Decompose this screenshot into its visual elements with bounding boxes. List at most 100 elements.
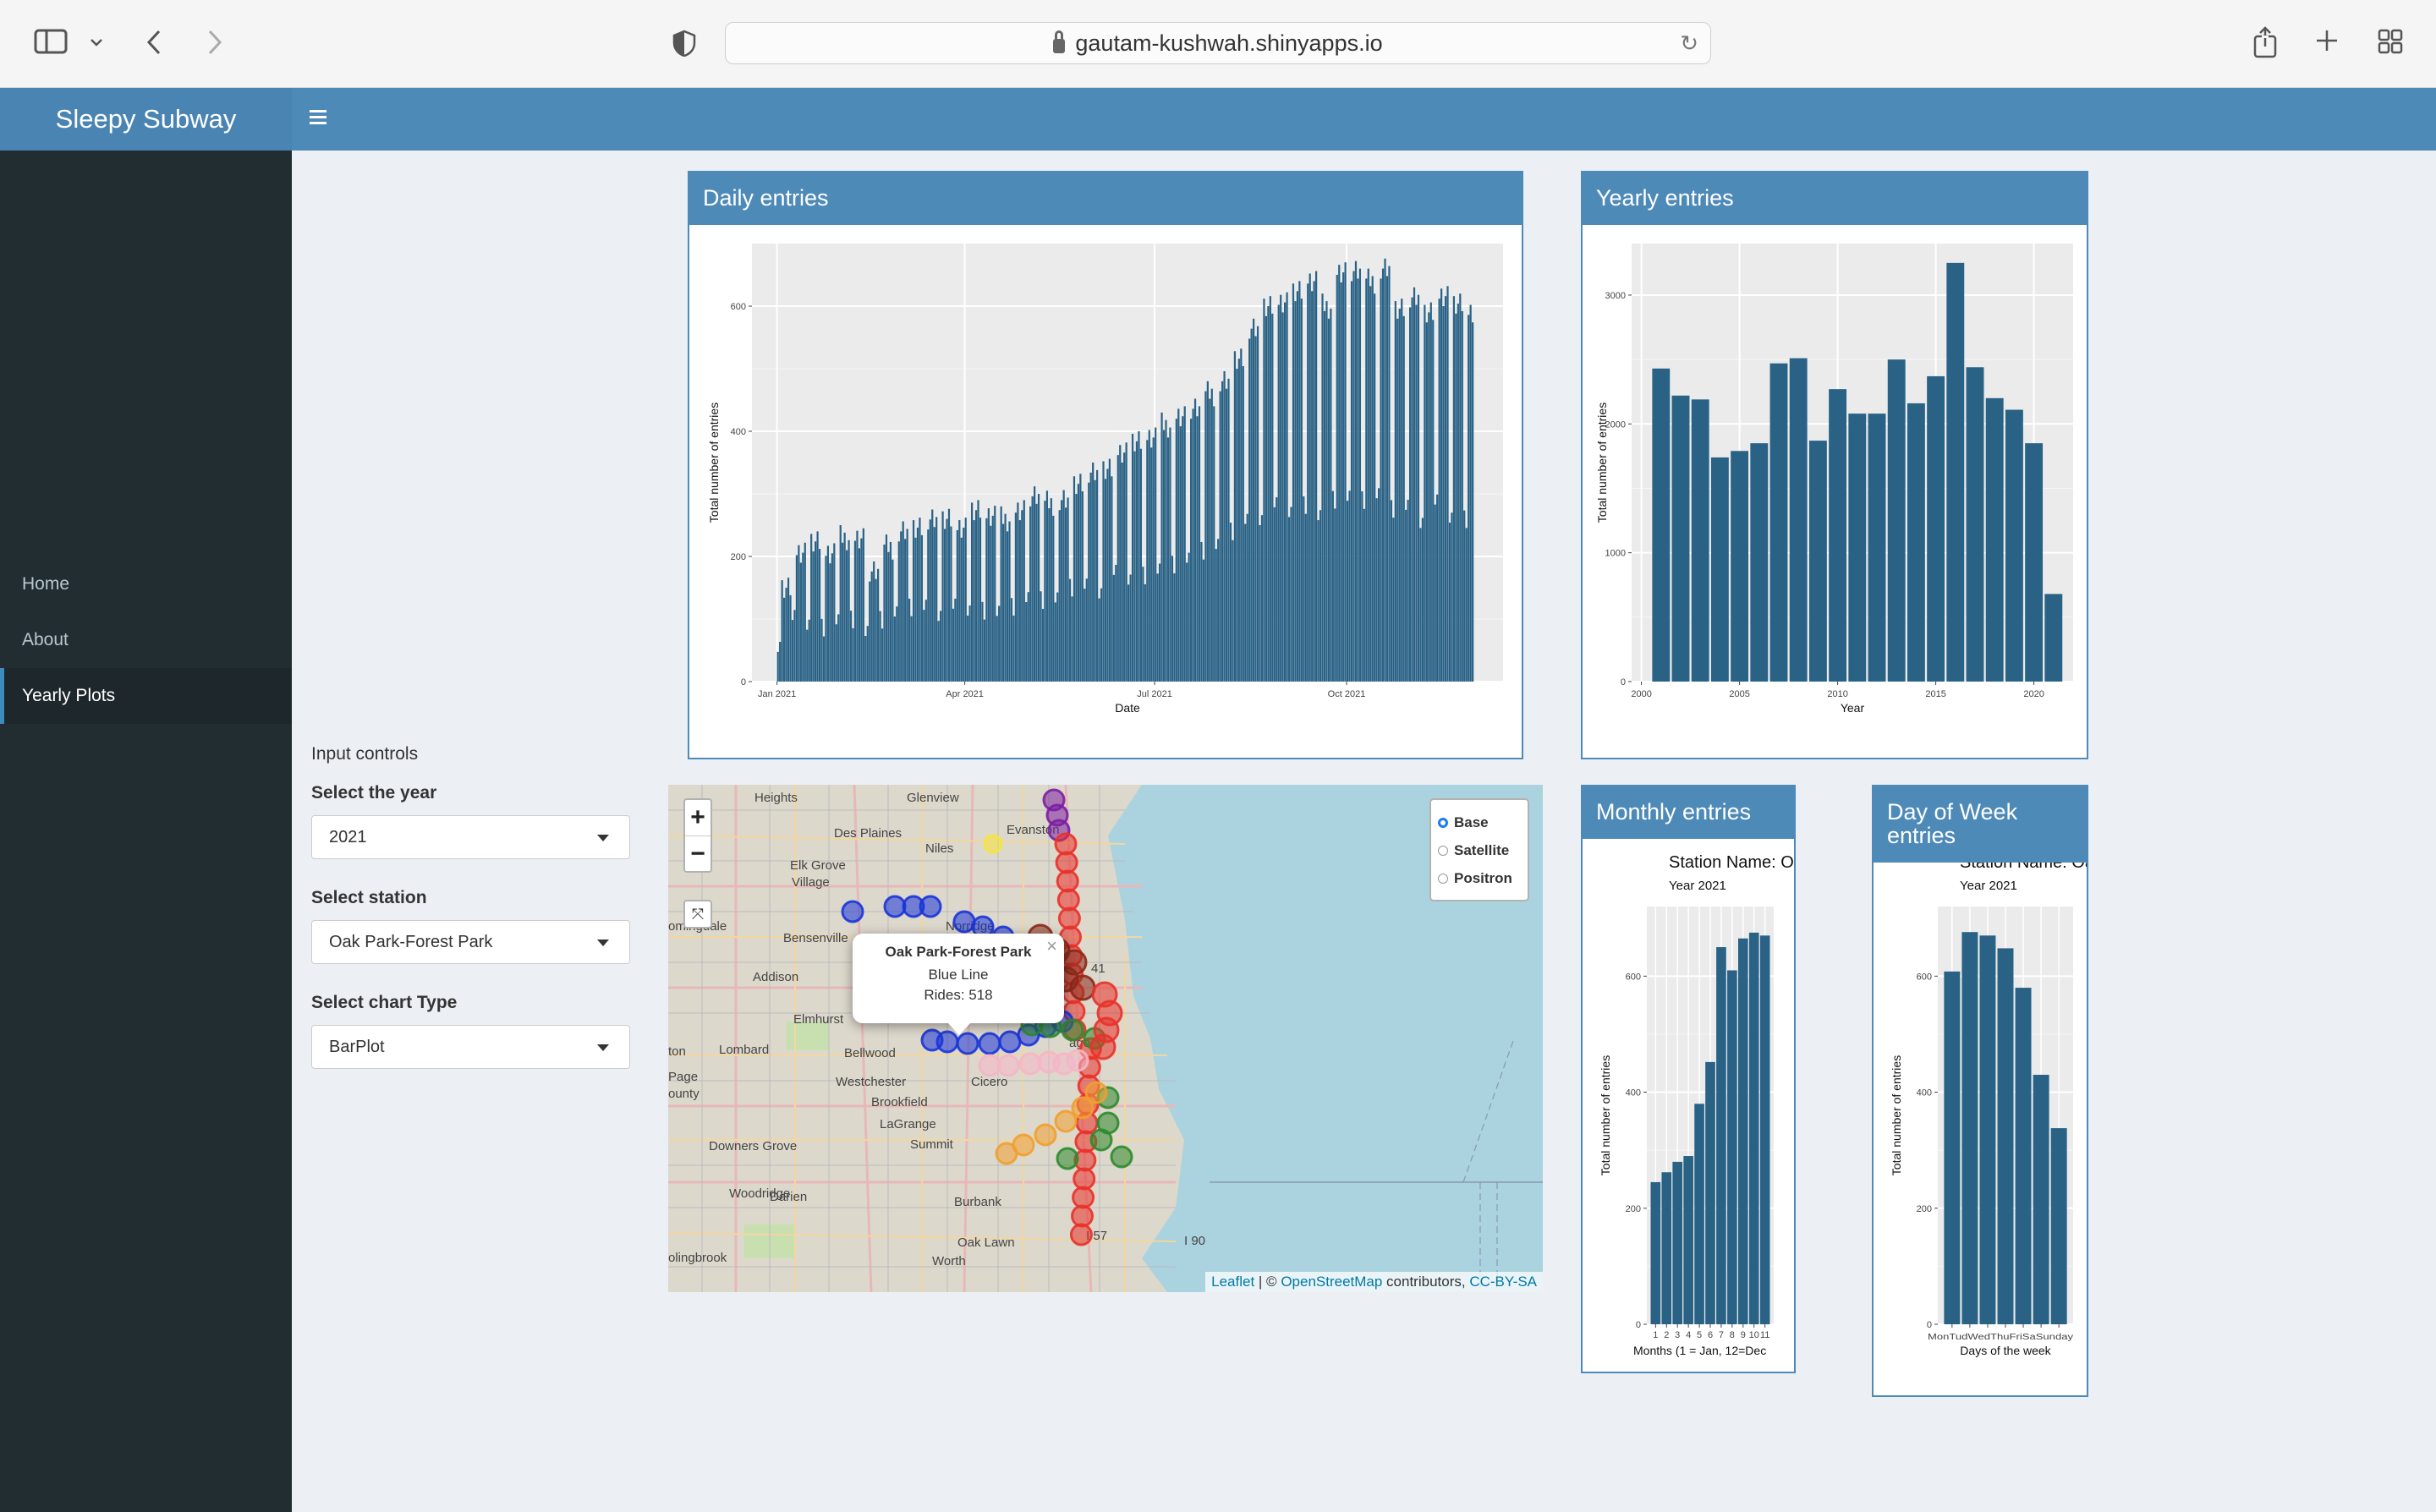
station-marker (1056, 888, 1080, 912)
layer-option-base[interactable]: Base (1438, 808, 1521, 836)
monthly-entries-title: Monthly entries (1583, 786, 1794, 839)
address-bar[interactable]: gautam-kushwah.shinyapps.io ↻ (725, 22, 1711, 64)
x-tick-label: Jan 2021 (758, 689, 796, 699)
radio-icon[interactable] (1438, 873, 1448, 884)
bar (842, 542, 844, 682)
reset-view-icon[interactable]: ⤧ (683, 900, 712, 929)
station-marker (919, 895, 942, 918)
map-place-label: Burbank (954, 1195, 1001, 1209)
map-place-label: Elmhurst (793, 1012, 844, 1027)
x-tick-label: 6 (1708, 1330, 1713, 1340)
bar (1276, 497, 1278, 682)
bar (1142, 567, 1144, 682)
bar (1267, 306, 1270, 682)
sidebar-item-yearly-plots[interactable]: Yearly Plots (0, 668, 292, 724)
bar (977, 500, 979, 682)
chart-type-select[interactable]: BarPlot (311, 1025, 630, 1069)
bar (1419, 528, 1422, 682)
bar (839, 525, 842, 682)
chart-subtitle-year: Year 2021 (1669, 879, 1726, 893)
y-axis-label: Total number of entries (1599, 1055, 1612, 1175)
bar (1253, 318, 1255, 682)
year-select[interactable]: 2021 (311, 815, 630, 859)
tab-grid-icon[interactable] (2377, 28, 2404, 55)
bar (818, 549, 821, 682)
bar (1457, 304, 1459, 682)
bar (1428, 312, 1430, 682)
zoom-out-button[interactable]: − (685, 835, 710, 871)
sidebar-item-home[interactable]: Home (22, 574, 70, 594)
bar (1002, 523, 1005, 682)
bar (1108, 458, 1111, 682)
bar (1396, 318, 1399, 682)
bar (1451, 512, 1453, 682)
bar (1104, 479, 1107, 682)
map-place-label: Page (668, 1070, 698, 1084)
back-icon[interactable] (144, 28, 164, 57)
bar (1068, 578, 1072, 682)
station-marker (1061, 1018, 1084, 1042)
chevron-down-icon[interactable] (88, 32, 105, 52)
plus-icon[interactable] (2314, 28, 2340, 53)
bar (1244, 523, 1247, 682)
bar (806, 629, 809, 682)
bar (1429, 302, 1432, 682)
y-tick-label: 0 (741, 677, 746, 688)
bar (1887, 359, 1906, 682)
y-tick-label: 400 (731, 427, 746, 437)
bar (1385, 276, 1389, 682)
hamburger-icon[interactable] (310, 107, 328, 126)
station-marker (1055, 851, 1078, 874)
x-tick-label: 2020 (2023, 689, 2044, 699)
share-icon[interactable] (2252, 25, 2279, 59)
y-tick-label: 400 (1626, 1088, 1641, 1098)
bar (1440, 288, 1443, 682)
map-place-label: Darien (770, 1190, 807, 1204)
bar (1004, 513, 1007, 682)
sidebar-icon[interactable] (34, 29, 68, 54)
license-link[interactable]: CC-BY-SA (1469, 1274, 1537, 1290)
zoom-in-button[interactable]: + (690, 803, 705, 831)
osm-link[interactable]: OpenStreetMap (1281, 1274, 1383, 1290)
bar (1123, 452, 1126, 682)
bar (1398, 308, 1401, 682)
bar (1452, 296, 1456, 682)
bar (1694, 1104, 1704, 1324)
bar (1213, 406, 1215, 682)
bar (1407, 500, 1409, 682)
bar (1432, 320, 1435, 682)
reload-icon[interactable]: ↻ (1680, 30, 1698, 56)
radio-selected-icon[interactable] (1438, 817, 1448, 828)
forward-icon[interactable] (205, 28, 225, 57)
bar (1098, 598, 1100, 682)
app-title[interactable]: Sleepy Subway (0, 88, 292, 151)
bar (1210, 388, 1213, 682)
bar (1405, 509, 1407, 682)
map-place-label: Oak Lawn (957, 1235, 1015, 1250)
bar (1092, 463, 1095, 682)
bar (1089, 472, 1092, 682)
bar (1334, 508, 1336, 682)
bar (1034, 486, 1036, 682)
bar (1160, 412, 1163, 682)
bar (1065, 507, 1067, 682)
bar (793, 610, 796, 682)
bar (1169, 427, 1171, 682)
bar (1062, 490, 1065, 682)
layer-option-positron[interactable]: Positron (1438, 864, 1521, 892)
bar (1200, 541, 1203, 682)
close-icon[interactable]: × (1046, 935, 1057, 956)
map-tiles[interactable]: Heights Glenview Des Plaines Niles Evanston E… (668, 785, 1543, 1292)
bar (1048, 508, 1051, 682)
leaflet-link[interactable]: Leaflet (1211, 1274, 1255, 1290)
layer-option-satellite[interactable]: Satellite (1438, 836, 1521, 864)
station-map[interactable]: Heights Glenview Des Plaines Niles Evanston E… (668, 785, 1543, 1292)
radio-icon[interactable] (1438, 845, 1448, 856)
bar (1221, 381, 1224, 682)
bar (981, 601, 984, 682)
station-select[interactable]: Oak Park-Forest Park (311, 920, 630, 964)
sidebar-item-about[interactable]: About (22, 630, 69, 649)
bar (941, 511, 944, 682)
shield-icon[interactable] (672, 29, 697, 58)
x-tick-label: 11 (1760, 1330, 1769, 1340)
